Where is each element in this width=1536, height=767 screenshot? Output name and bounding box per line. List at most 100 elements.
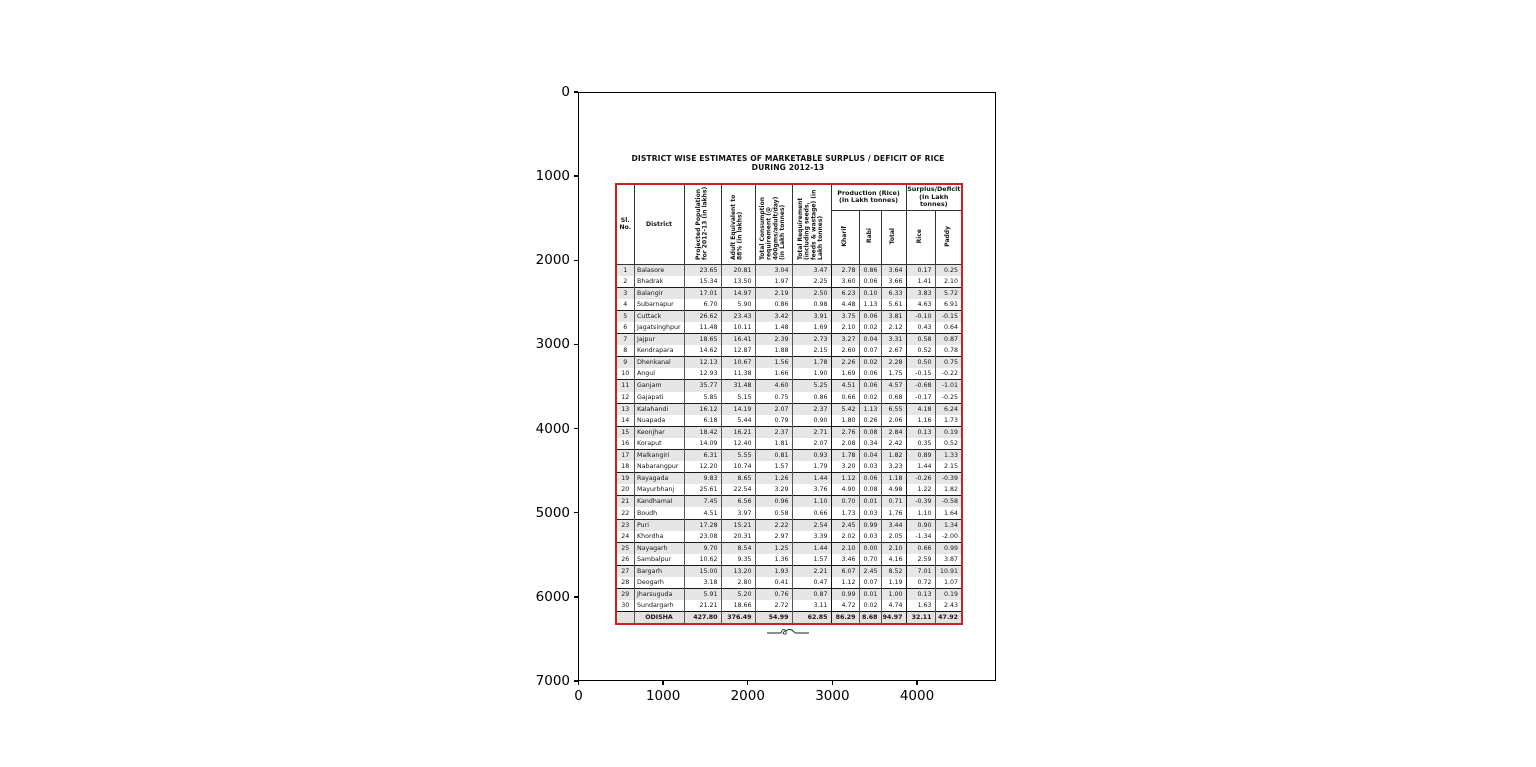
cell-value: 5.42 [830,402,859,415]
x-tick-label: 2000 [730,688,765,704]
cell-value: 0.17 [905,263,936,276]
cell-value: 2.28 [880,356,907,369]
x-tick-label: 1000 [645,688,681,704]
cell-sl-no: 23 [616,518,634,531]
cell-value: 15.00 [683,564,721,578]
y-tick-label: 5000 [535,504,570,521]
cell-district: Sundargarh [633,600,684,612]
rice-surplus-table: Sl. No. District Projected Population fo… [615,183,964,626]
cell-sl-no: 6 [623,324,628,332]
cell-sl-no: 14 [621,416,630,424]
cell-sl-no: 5 [616,309,634,322]
cell-value: 9.35 [720,553,755,566]
x-tick-mark [662,681,664,685]
col-header-population: Projected Population for 2012-13 (in lak… [683,183,722,265]
cell-value: 1.73 [830,507,859,520]
col-header-rabi: Rabi [858,209,882,265]
cell-sl-no: 10 [621,370,630,378]
cell-value: 1.16 [905,414,936,427]
cell-value: 0.86 [858,263,881,276]
cell-sl-no: 15 [616,425,634,438]
table-row: 21 Kandhamal 7.45 6.56 0.96 1.10 0.70 0.01 0.71-… [616,495,963,508]
table-row: 18 Nabarangpur 12.20 10.74 1.57 1.79 3.20 0.03 3… [616,461,963,473]
cell-value: 1.12 [830,472,859,485]
cell-value: 4.90 [830,484,859,496]
cell-value: 3.44 [880,518,907,531]
table-row: 30 Sundargarh 21.21 18.66 2.72 3.11 4.72 0.02 4.… [616,600,963,612]
cell-value: 0.06 [858,379,881,392]
cell-value: 2.84 [880,425,907,438]
cell-value: 3.29 [754,484,792,496]
cell-value: 1.69 [830,368,859,380]
table-row: 5 Cuttack 26.62 23.43 3.42 3.91 3.75 0.06 3.81 -0… [616,309,963,322]
cell-value: 2.08 [830,437,859,450]
cell-value: 3.64 [880,263,907,276]
cell-value: 0.98 [791,298,831,311]
cell-value: 13.50 [720,275,755,288]
cell-value: 0.04 [858,449,881,462]
cell-value: 2.97 [754,530,792,543]
cell-value: 1.81 [754,437,792,450]
y-tick-mark [574,512,578,514]
col-header-total: Total [880,209,907,265]
cell-sl-no: 9 [616,356,634,369]
cell-value: 2.05 [880,530,907,543]
cell-value: 4.98 [880,484,907,496]
cell-value: 0.02 [858,356,881,369]
table-row: 25 Nayagarh 9.70 8.54 1.25 1.44 2.10 0.00 2.10 0.… [616,541,963,554]
cell-value: 0.66 [830,391,859,404]
cell-value: 1.19 [880,577,907,589]
cell-value: -1.01 [934,379,963,392]
cell-value: 2.50 [791,286,831,299]
cell-value: 2.39 [754,333,792,346]
cell-sl-no: 4 [623,300,628,308]
cell-value: 14.09 [683,437,721,450]
cell-value: 11.38 [720,368,755,380]
cell-sl-no: 3 [616,286,634,299]
cell-value: 1.10 [905,507,936,520]
cell-value: 6.07 [830,564,859,578]
table-row: 26 Sambalpur 10.62 9.35 1.36 1.57 3.46 0.70 4.16… [616,553,963,566]
cell-value: 1.73 [934,414,963,427]
cell-value: 17.28 [683,518,721,531]
cell-district: Boudh [633,507,684,520]
cell-value: 5.44 [720,414,755,427]
cell-value: -0.25 [934,391,963,404]
cell-sl-no: 26 [621,555,630,563]
cell-value: 0.99 [830,588,859,601]
cell-value: 5.90 [720,298,755,311]
col-header-adult-equivalent: Adult Equivalent to 88% (in lakhs) [720,183,756,265]
cell-value: 1.41 [905,275,936,288]
cell-value: 13.20 [720,564,755,578]
cell-value: 7.45 [683,495,721,508]
cell-value: 0.35 [905,437,936,450]
table-row: 28 Deogarh 3.18 2.80 0.41 0.47 1.12 0.07 1.19 0.7… [616,577,963,589]
cell-sl-no: 22 [621,509,630,517]
y-tick-mark [574,91,578,93]
cell-value: 16.21 [720,425,755,438]
cell-district: Nabarangpur [633,461,684,473]
cell-value: 0.08 [858,484,881,496]
table-row: 22 Boudh 4.51 3.97 0.58 0.66 1.73 0.03 1.76 1.10 1… [616,507,963,520]
cell-district: Nuapada [633,414,684,427]
cell-value: 0.47 [791,577,831,589]
cell-value: 9.70 [683,541,721,554]
cell-value: 23.08 [683,530,721,543]
cell-value: 6.33 [880,286,907,299]
cell-sl-no: 24 [621,532,630,540]
cell-value: 8.52 [880,564,907,578]
cell-value: 0.07 [858,345,881,357]
cell-value: 1.12 [830,577,859,589]
cell-value: 0.68 [880,391,907,404]
table-row: 29 Jharsuguda 5.91 5.20 0.76 0.87 0.99 0.01 1.00… [616,588,963,601]
cell-value: 1.64 [934,507,963,520]
cell-value: 10.67 [720,356,755,369]
table-row: 14 Nuapada 6.18 5.44 0.79 0.90 1.80 0.26 2.06 1.1… [616,414,963,427]
table-row: 13 Kalahandi 16.12 14.19 2.07 2.37 5.42 1.13 6.5… [616,402,963,415]
cell-value: 32.11 [905,611,936,625]
cell-value: 0.19 [934,425,963,438]
table-row: 3 Balangir 17.01 14.97 2.19 2.50 6.23 0.10 6.33 3… [616,286,963,299]
cell-value: 4.51 [830,379,859,392]
cell-value: 0.79 [754,414,792,427]
cell-value: 0.89 [905,449,936,462]
